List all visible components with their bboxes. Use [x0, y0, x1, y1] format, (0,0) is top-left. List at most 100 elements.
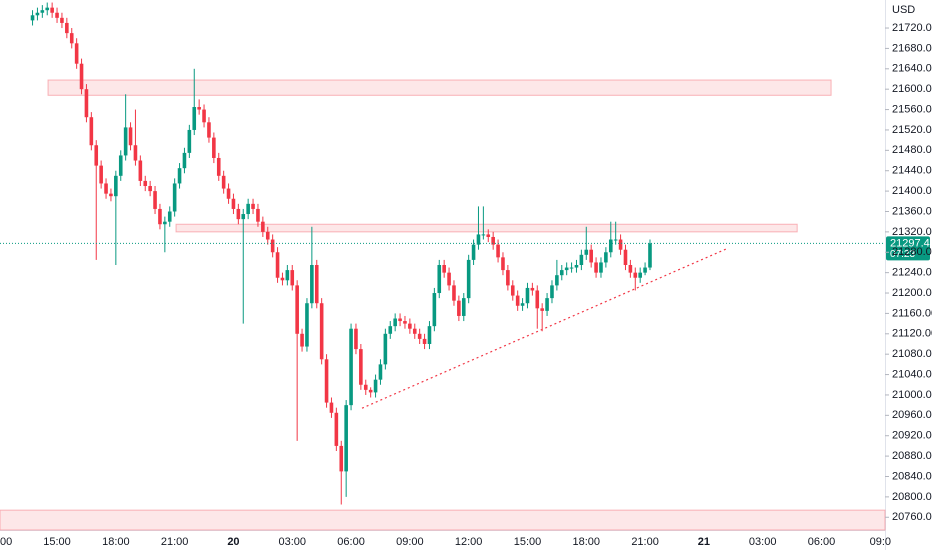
y-tick-label: 21360.00	[892, 205, 932, 217]
candle-body	[172, 183, 177, 212]
candle-body	[158, 208, 162, 225]
candle-body	[535, 290, 540, 309]
candle-body	[530, 287, 535, 291]
x-tick-label: 06:00	[337, 536, 365, 548]
candle-body	[608, 239, 613, 253]
y-tick-label: 21320.00	[892, 226, 932, 238]
last-price-box	[886, 236, 930, 261]
candle-body	[373, 379, 378, 393]
y-tick-label: 20880.00	[892, 450, 932, 462]
candle-body	[550, 285, 554, 299]
candle-body	[69, 33, 74, 44]
candle-body	[123, 127, 128, 156]
candle-body	[30, 15, 35, 21]
y-tick-label: 20760.00	[892, 511, 932, 523]
candle-body	[569, 267, 574, 269]
y-tick-label: 21640.00	[892, 63, 932, 75]
candle-body	[491, 236, 495, 245]
candle-body	[628, 265, 633, 273]
candle-body	[118, 155, 123, 176]
x-tick-label: 21:00	[161, 536, 189, 548]
candle-body	[226, 188, 231, 199]
candle-body	[270, 239, 275, 253]
candle-body	[354, 328, 358, 350]
trend-line	[361, 247, 729, 409]
candle-body	[246, 203, 250, 215]
candle-body	[388, 326, 393, 334]
y-tick-label: 20920.00	[892, 430, 932, 442]
candle-body	[442, 265, 446, 273]
candle-body	[623, 249, 628, 265]
y-tick-label: 21400.00	[892, 185, 932, 197]
candle-body	[99, 165, 103, 184]
candle-body	[447, 272, 451, 286]
last-price-label: 21297.43	[890, 237, 932, 249]
candle-body	[633, 272, 638, 278]
candle-body	[329, 402, 334, 413]
candle-body	[40, 10, 45, 13]
candle-body	[648, 243, 652, 268]
candle-body	[182, 152, 187, 169]
candle-body	[153, 191, 157, 209]
zone	[47, 79, 832, 96]
y-tick-label: 21240.00	[892, 267, 932, 279]
candle-body	[79, 63, 84, 90]
candle-body	[177, 168, 182, 184]
candle-body	[295, 285, 299, 334]
x-tick-label: 18:00	[573, 536, 601, 548]
candle-body	[104, 183, 108, 194]
candle-body	[319, 303, 324, 360]
y-tick-label: 21680.00	[892, 42, 932, 54]
x-tick-label: 21	[698, 536, 710, 548]
x-tick-label: 06:00	[808, 536, 836, 548]
candle-body	[584, 249, 589, 255]
candle-body	[60, 17, 64, 23]
candle-body	[613, 239, 618, 241]
y-tick-label: 21040.00	[892, 368, 932, 380]
candle-body	[202, 109, 206, 123]
candle-body	[148, 186, 152, 192]
x-tick-label: 15:00	[514, 536, 542, 548]
y-tick-label: 21200.00	[892, 287, 932, 299]
candle-body	[363, 384, 368, 390]
y-tick-label: 21600.00	[892, 83, 932, 95]
candle-body	[604, 252, 608, 263]
candle-body	[265, 231, 270, 240]
candle-body	[138, 160, 143, 181]
y-tick-label: 21000.00	[892, 389, 932, 401]
candle-body	[408, 323, 412, 329]
candle-body	[496, 244, 500, 258]
candle-body	[520, 303, 525, 306]
candle-body	[231, 198, 236, 209]
candle-body	[574, 265, 579, 268]
candle-body	[545, 298, 549, 311]
candle-body	[638, 272, 642, 278]
candle-body	[349, 328, 353, 406]
candle-body	[594, 262, 598, 273]
candle-body	[236, 208, 241, 220]
candle-body	[89, 117, 94, 146]
candle-body	[417, 333, 422, 339]
x-tick-label: 09:00	[396, 536, 424, 548]
candle-body	[555, 275, 559, 286]
zone	[0, 509, 886, 531]
candle-body	[45, 7, 50, 11]
y-tick-label: 20960.00	[892, 409, 932, 421]
candle-body	[344, 405, 348, 472]
candle-body	[163, 221, 167, 225]
candle-body	[133, 145, 138, 161]
x-tick-label: 00	[0, 536, 12, 548]
candle-body	[457, 300, 461, 316]
x-tick-label: 15:00	[43, 536, 71, 548]
candle-body	[324, 359, 329, 403]
candle-body	[261, 221, 265, 232]
candle-body	[510, 285, 515, 296]
candle-body	[437, 265, 442, 294]
candle-body	[540, 308, 544, 311]
candle-body	[398, 318, 402, 322]
candle-body	[432, 293, 437, 327]
candle-body	[427, 326, 432, 344]
candle-body	[461, 298, 466, 316]
candle-body	[192, 107, 197, 130]
